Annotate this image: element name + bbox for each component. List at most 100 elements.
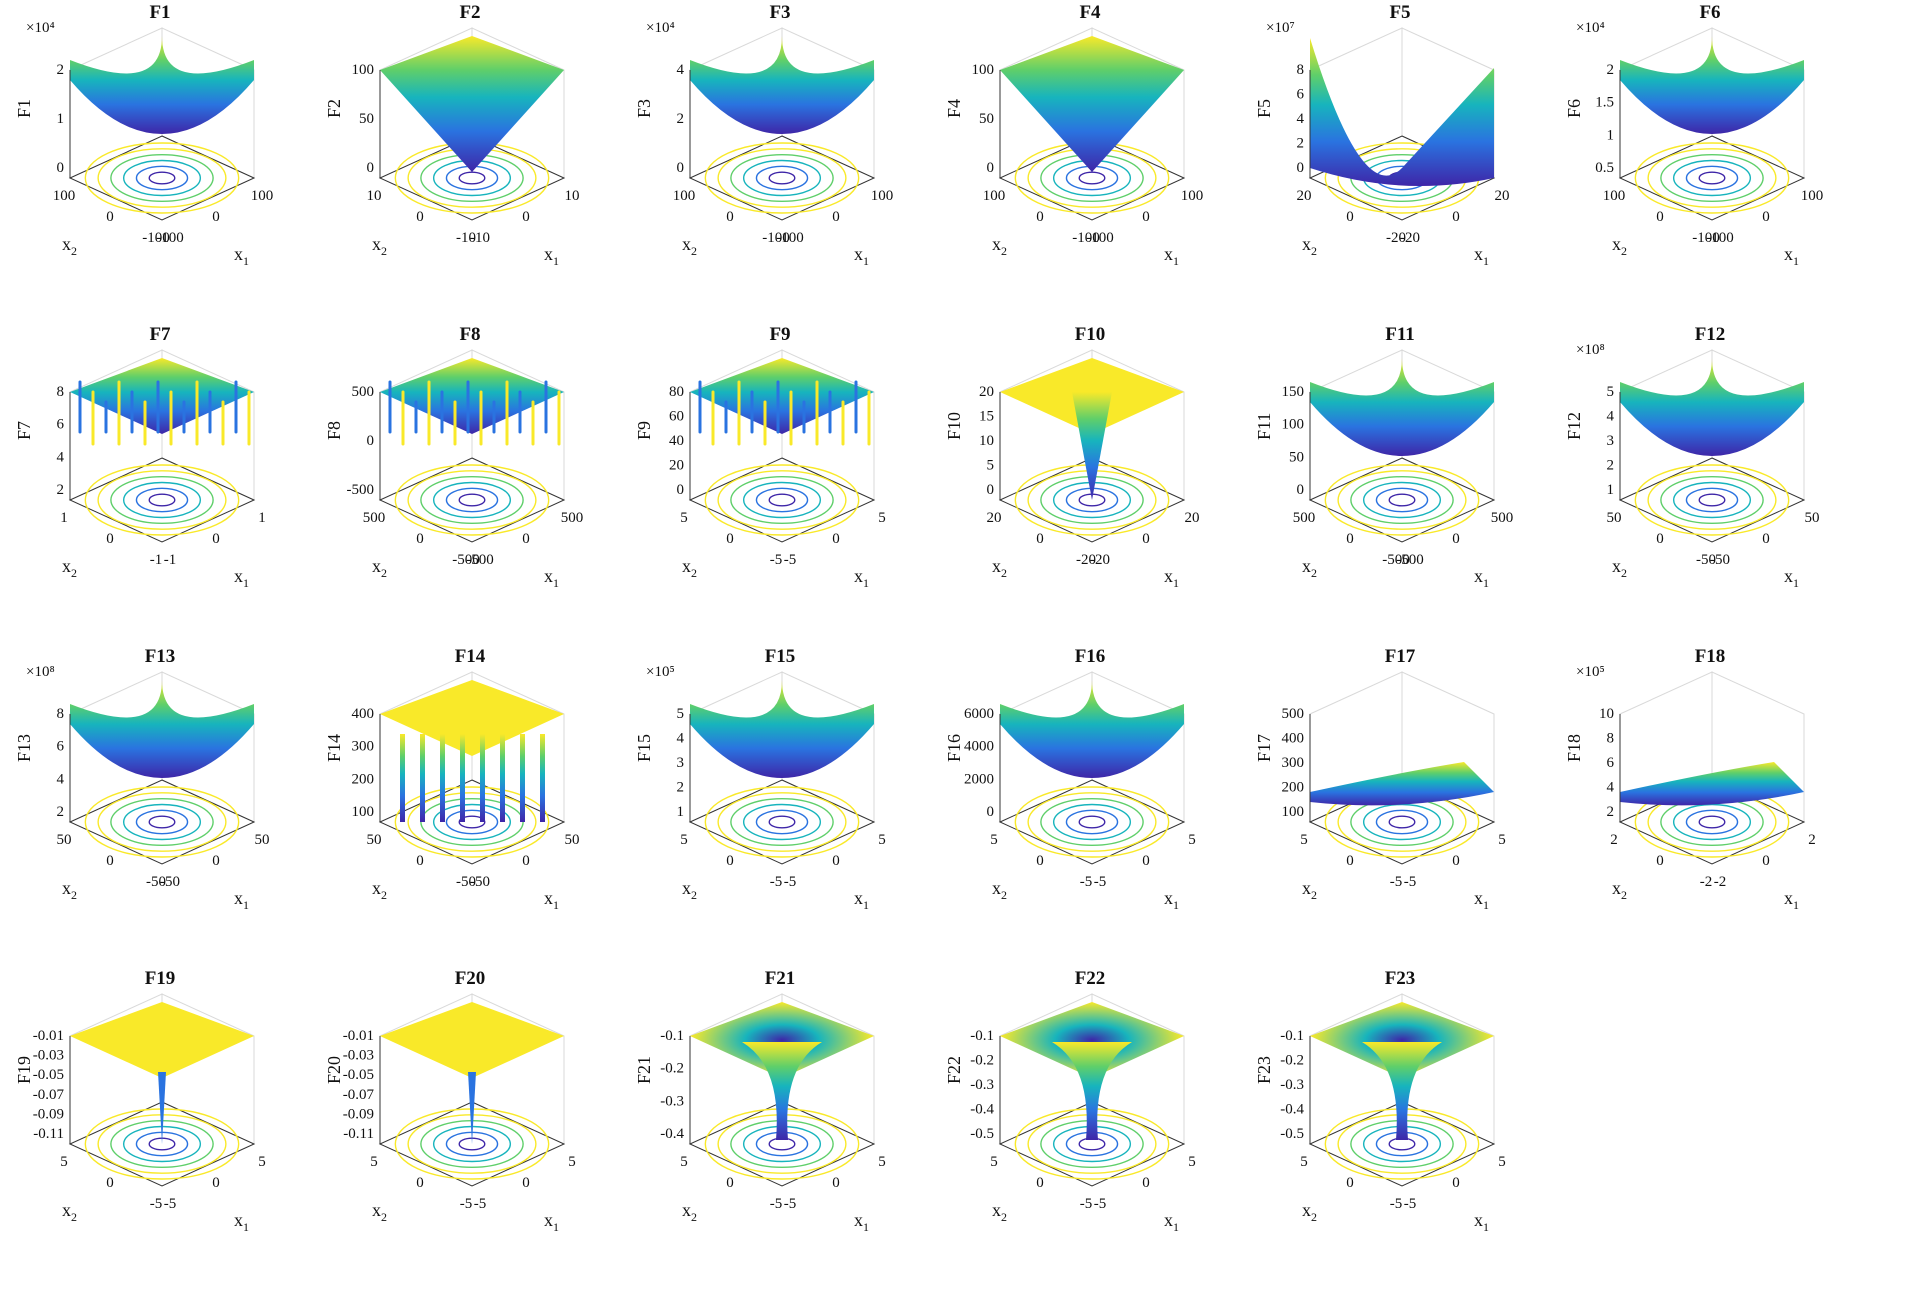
contour-ring <box>1660 797 1764 847</box>
x2-tick-label: 5 <box>990 1154 998 1170</box>
contour-ring <box>84 142 240 214</box>
surface-patch <box>690 1002 874 1078</box>
z-ticks: 2 4 6 8 10 <box>1599 706 1615 820</box>
contour-ring <box>730 797 834 847</box>
z-tick-label: -0.05 <box>343 1067 374 1083</box>
z-tick-label: -0.4 <box>970 1102 994 1118</box>
z-tick-label: 4 <box>677 62 685 78</box>
z-tick-label: 8 <box>57 384 65 400</box>
x1-tick-label: 50 <box>255 832 270 848</box>
z-tick-label: 6 <box>1607 755 1615 771</box>
z-tick-label: -0.3 <box>660 1093 684 1109</box>
surface-well <box>158 1072 166 1144</box>
contour-ring <box>420 475 524 525</box>
contour-ring <box>1350 475 1454 525</box>
panel-title: F13 <box>144 646 176 667</box>
z-ticks: 0 5 10 15 20 <box>979 384 994 498</box>
base-contours <box>1634 464 1790 536</box>
contour-ring <box>704 464 860 536</box>
contour-ring <box>122 803 202 841</box>
surface-patch <box>380 36 564 172</box>
x2-axis-label: x2 <box>372 1200 387 1224</box>
x1-tick-label: 0 <box>832 853 840 869</box>
base-plane <box>1308 457 1496 543</box>
surface-patch <box>1620 762 1804 806</box>
contour-ring <box>1672 159 1752 197</box>
z-tick-label: -0.01 <box>33 1028 64 1044</box>
surface-spike <box>420 734 425 822</box>
x1-tick-label: 500 <box>561 510 584 526</box>
contour-ring <box>1634 464 1790 536</box>
x1-tick-label: 5 <box>878 1154 886 1170</box>
x1-ticks: -50 0 50 <box>1710 510 1820 568</box>
panel-f20: F20 F20 -0.11 -0.09 -0.07 -0.05 -0.03 -0.01 -5 0 5… <box>320 966 620 1266</box>
x2-ticks: -50 0 50 <box>1607 510 1717 568</box>
x1-tick-label: 5 <box>1188 832 1196 848</box>
x2-axis-label: x2 <box>372 556 387 580</box>
z-tick-label: 4 <box>1607 780 1615 796</box>
z-tick-label: 2 <box>1607 458 1615 474</box>
surface-patch <box>380 680 564 756</box>
x2-tick-label: -5 <box>150 1196 163 1212</box>
base-contours <box>704 464 860 536</box>
x2-tick-label: 5 <box>60 1154 68 1170</box>
panel-title: F21 <box>764 968 796 989</box>
x2-tick-label: 0 <box>1036 853 1044 869</box>
x1-axis-label: x1 <box>234 1210 249 1234</box>
x2-ticks: -50 0 50 <box>367 832 477 890</box>
contour-ring <box>1698 493 1726 507</box>
z-tick-label: 8 <box>1607 731 1615 747</box>
z-ticks: 1 2 3 4 5 <box>677 706 685 820</box>
z-ticks: 100 200 300 400 500 <box>1282 706 1305 820</box>
surface-spike <box>400 734 405 822</box>
z-tick-label: 1 <box>677 804 685 820</box>
panel-title: F14 <box>454 646 486 667</box>
z-tick-label: 2 <box>1297 136 1305 152</box>
z-tick-label: 0 <box>677 160 685 176</box>
x1-axis-label: x1 <box>854 1210 869 1234</box>
x1-tick-label: 1 <box>258 510 266 526</box>
panel-title: F17 <box>1384 646 1416 667</box>
base-plane <box>998 1101 1186 1187</box>
contour-ring <box>122 481 202 519</box>
contour-ring <box>394 786 550 858</box>
z-tick-label: 100 <box>1282 804 1305 820</box>
surface-spike <box>520 734 525 822</box>
z-tick-label: -0.09 <box>33 1106 64 1122</box>
x1-tick-label: -20 <box>1090 552 1110 568</box>
panel-f6: F6 F6 ×10⁴ 0.5 1 1.5 2 -100 0 100 -100 0 100 x1 x2 <box>1560 0 1860 300</box>
contour-ring <box>84 464 240 536</box>
x1-axis-label: x1 <box>1474 1210 1489 1234</box>
contour-ring <box>1388 815 1416 829</box>
x1-tick-label: 0 <box>1452 1175 1460 1191</box>
panel-f2: F2 F2 0 50 100 -10 0 10 -10 0 10 x1 x2 <box>320 0 620 300</box>
contour-ring <box>717 792 847 852</box>
x2-axis-label: x2 <box>372 234 387 258</box>
surface-well <box>1052 1042 1132 1140</box>
x2-tick-label: 0 <box>1036 1175 1044 1191</box>
x2-axis-label: x2 <box>1612 556 1627 580</box>
x1-ticks: -5 0 5 <box>784 1154 886 1212</box>
panel-title: F7 <box>149 324 171 345</box>
z-ticks: 2 4 6 8 <box>57 706 65 820</box>
x1-tick-label: -2 <box>1714 874 1727 890</box>
x2-tick-label: 50 <box>1607 510 1622 526</box>
panel-f9: F9 F9 0 20 40 60 80 -5 0 5 -5 0 5 x1 x2 <box>630 322 930 622</box>
x1-tick-label: 0 <box>522 853 530 869</box>
x1-axis-label: x1 <box>544 566 559 590</box>
contour-ring <box>110 797 214 847</box>
x1-tick-label: -500 <box>466 552 494 568</box>
x1-axis-label: x1 <box>544 1210 559 1234</box>
contour-ring <box>704 142 860 214</box>
contour-ring <box>755 809 809 835</box>
x2-ticks: -100 0 100 <box>53 188 170 246</box>
contour-ring <box>407 792 537 852</box>
z-tick-label: 40 <box>669 433 684 449</box>
x2-axis-label: x2 <box>682 878 697 902</box>
z-tick-label: 10 <box>1599 706 1614 722</box>
z-tick-label: -0.5 <box>970 1126 994 1142</box>
contour-ring <box>1647 470 1777 530</box>
z-tick-label: 5 <box>677 706 685 722</box>
contour-ring <box>458 493 486 507</box>
